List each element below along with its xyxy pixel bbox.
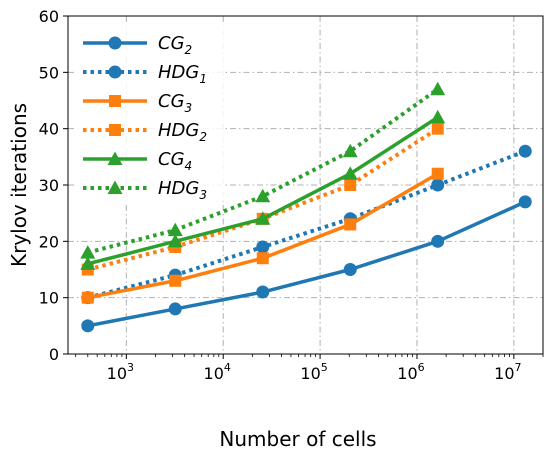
legend-label: CG2 <box>158 33 192 57</box>
x-axis-label: Number of cells <box>219 427 376 451</box>
legend-series-name: CG <box>158 91 185 112</box>
x-tick-label: 104 <box>204 361 231 383</box>
series-cg2 <box>81 195 532 333</box>
legend-label: HDG1 <box>158 62 207 86</box>
legend-label: CG3 <box>158 91 192 115</box>
x-tick-label: 105 <box>300 361 327 383</box>
y-tick-label: 40 <box>39 120 59 139</box>
data-point <box>255 211 271 225</box>
data-point <box>518 144 532 158</box>
data-point <box>343 263 357 276</box>
data-point <box>167 233 183 248</box>
data-point <box>342 143 358 158</box>
legend-series-name: HDG <box>158 62 199 83</box>
x-tick-base: 10 <box>204 364 224 383</box>
legend-series-subscript: 2 <box>199 130 207 144</box>
series-line <box>87 87 439 255</box>
data-point <box>256 240 270 254</box>
legend-series-subscript: 3 <box>185 101 193 115</box>
legend-label: HDG3 <box>158 178 207 202</box>
data-point <box>255 188 271 203</box>
data-point <box>431 167 444 180</box>
plot-frame <box>67 15 544 355</box>
y-tick-label: 30 <box>39 176 59 195</box>
data-point <box>168 302 182 316</box>
x-tick-label: 106 <box>397 361 424 383</box>
legend-series-subscript: 3 <box>199 188 207 202</box>
x-tick-base: 10 <box>494 364 514 383</box>
x-tick-exponent: 3 <box>127 361 134 374</box>
data-point <box>518 195 532 209</box>
legend-series-name: CG <box>158 149 185 170</box>
y-tick-label: 20 <box>39 232 59 251</box>
series-hdg3 <box>80 81 446 259</box>
data-point <box>256 252 269 265</box>
data-point <box>80 256 96 270</box>
x-tick-base: 10 <box>397 364 417 383</box>
legend-marker <box>108 36 122 50</box>
legend-marker <box>107 151 123 165</box>
x-tick-base: 10 <box>300 364 320 383</box>
data-point <box>167 222 183 237</box>
series-layer <box>80 81 532 333</box>
y-axis-label: Krylov iterations <box>7 103 31 267</box>
legend-label: HDG2 <box>158 120 207 144</box>
data-point <box>81 319 95 333</box>
legend-box <box>75 22 225 202</box>
y-tick-label: 60 <box>39 7 59 26</box>
x-tick-label: 107 <box>494 361 521 383</box>
data-point <box>431 178 445 192</box>
data-point <box>80 245 96 259</box>
legend-marker <box>109 95 121 107</box>
x-tick-exponent: 5 <box>321 361 328 374</box>
data-point <box>430 81 446 96</box>
data-point <box>169 274 182 287</box>
data-point <box>344 218 357 231</box>
legend-series-name: HDG <box>158 120 199 141</box>
series-cg4 <box>80 109 446 270</box>
x-tick-base: 10 <box>107 364 127 383</box>
data-point <box>431 234 445 248</box>
x-tick-label: 103 <box>107 361 134 383</box>
data-point <box>430 109 446 124</box>
legend-marker <box>109 124 121 136</box>
series-line <box>87 200 526 328</box>
legend-series-name: CG <box>158 33 185 54</box>
series-cg3 <box>81 167 444 304</box>
data-point <box>256 285 270 299</box>
legend-series-subscript: 1 <box>199 72 207 86</box>
y-tick-label: 50 <box>39 63 59 82</box>
x-tick-exponent: 7 <box>515 361 522 374</box>
data-point <box>342 166 358 180</box>
legend-series-subscript: 4 <box>185 159 193 173</box>
data-point <box>431 122 444 135</box>
legend-label: CG4 <box>158 149 192 173</box>
data-point <box>81 291 94 304</box>
data-point <box>344 179 357 191</box>
x-tick-exponent: 6 <box>418 361 425 374</box>
legend-series-subscript: 2 <box>185 43 193 57</box>
y-tick-label: 0 <box>49 345 59 364</box>
legend-marker <box>108 65 122 79</box>
y-tick-label: 10 <box>39 289 59 308</box>
series-line <box>87 149 526 300</box>
legend-marker <box>107 180 123 194</box>
x-tick-exponent: 4 <box>224 361 231 374</box>
legend-series-name: HDG <box>158 178 199 199</box>
